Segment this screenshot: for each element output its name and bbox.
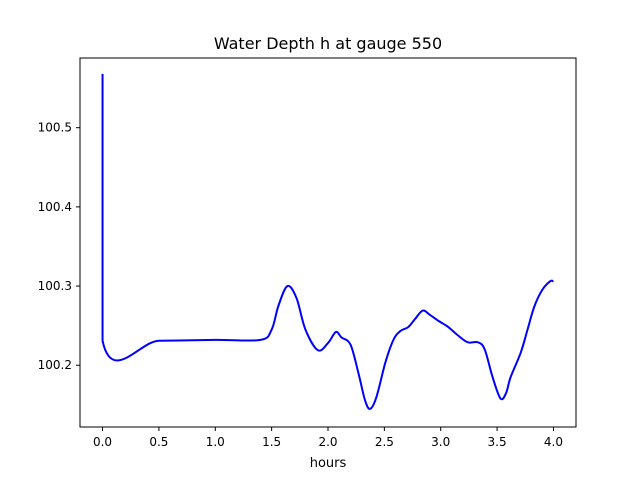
x-tick-label: 3.5 [488,435,507,449]
x-tick-label: 0.5 [149,435,168,449]
chart-title: Water Depth h at gauge 550 [214,34,442,53]
x-tick-label: 1.0 [206,435,225,449]
y-tick-label: 100.5 [38,121,72,135]
x-tick-label: 0.0 [93,435,112,449]
y-tick-label: 100.3 [38,279,72,293]
x-tick-label: 2.5 [375,435,394,449]
x-tick-label: 1.5 [262,435,281,449]
series-line-h [101,73,554,410]
y-tick-label: 100.2 [38,358,72,372]
x-tick-label: 4.0 [544,435,563,449]
x-tick-label: 2.0 [318,435,337,449]
x-tick-label: 3.0 [431,435,450,449]
y-tick-label: 100.4 [38,200,72,214]
axes-frame [79,57,577,428]
x-axis-label: hours [310,456,347,471]
